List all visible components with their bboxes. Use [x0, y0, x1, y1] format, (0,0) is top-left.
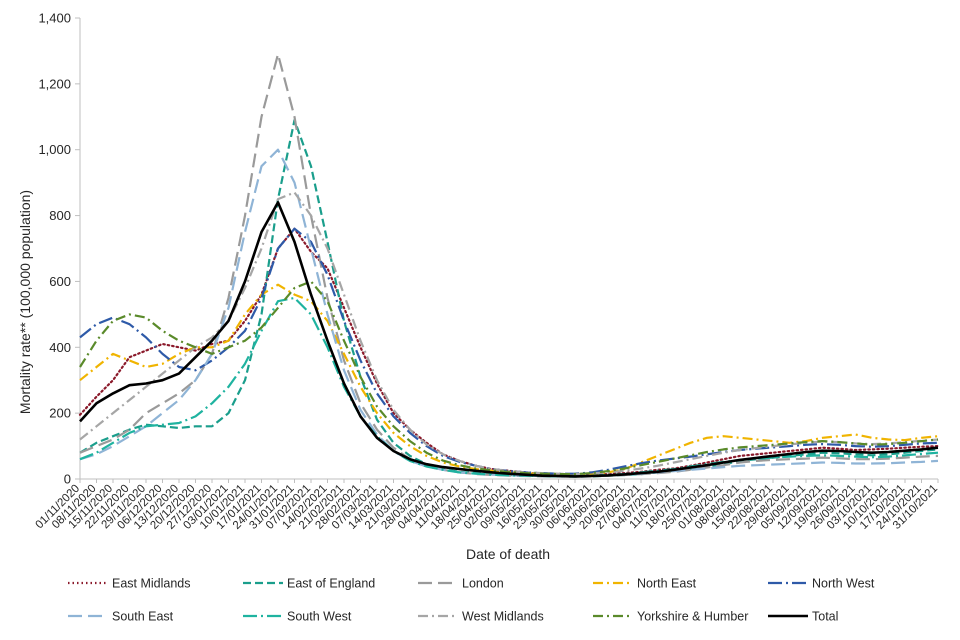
- series-line-west-midlands: [79, 191, 939, 476]
- y-tick-label: 400: [49, 340, 71, 355]
- legend-label-north-east: North East: [637, 577, 697, 591]
- legend-label-west-midlands: West Midlands: [462, 610, 544, 624]
- legend-label-total: Total: [812, 610, 838, 624]
- series-line-north-east: [79, 283, 939, 476]
- series-line-total: [79, 201, 939, 478]
- series-line-east-of-england: [79, 118, 939, 478]
- y-tick-label: 1,400: [38, 11, 71, 26]
- series-line-yorkshire-humber: [79, 280, 939, 476]
- legend-label-east-of-england: East of England: [287, 577, 375, 591]
- legend: East Midlands East of England London North …: [68, 577, 875, 624]
- x-axis-title: Date of death: [466, 546, 550, 562]
- y-axis: 0 200 400 600 800 1,000 1,200 1,400: [38, 11, 81, 487]
- series-line-south-west: [79, 296, 939, 478]
- series-lines: [78, 53, 940, 478]
- legend-label-east-midlands: East Midlands: [112, 577, 191, 591]
- y-tick-label: 600: [49, 274, 71, 289]
- series-line-north-west: [79, 227, 939, 475]
- y-axis-title: Mortality rate** (100,000 population): [17, 190, 33, 414]
- legend-label-north-west: North West: [812, 577, 875, 591]
- legend-label-south-east: South East: [112, 610, 174, 624]
- y-tick-label: 1,200: [38, 76, 71, 91]
- legend-label-yorkshire-humber: Yorkshire & Humber: [637, 610, 748, 624]
- y-tick-label: 0: [64, 472, 71, 487]
- legend-label-south-west: South West: [287, 610, 352, 624]
- x-axis: 01/11/202008/11/202015/11/202022/11/2020…: [34, 478, 940, 532]
- y-tick-label: 200: [49, 406, 71, 421]
- y-tick-label: 800: [49, 208, 71, 223]
- series-line-london: [79, 53, 939, 478]
- legend-label-london: London: [462, 577, 504, 591]
- series-line-south-east: [79, 148, 939, 478]
- y-tick-label: 1,000: [38, 142, 71, 157]
